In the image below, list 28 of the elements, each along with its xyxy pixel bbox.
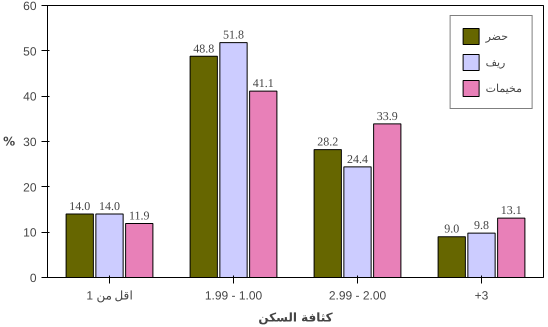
data-label: 51.8 xyxy=(223,28,244,42)
legend-label: حضر xyxy=(486,30,508,42)
y-tick-label: 40 xyxy=(23,90,37,104)
data-label: 33.9 xyxy=(376,108,398,123)
x-tick-label: 2.99 - 2.00 xyxy=(328,288,387,302)
x-tick-label: اقل من 1 xyxy=(86,288,133,302)
data-label: 13.1 xyxy=(500,203,522,218)
data-label: 28.2 xyxy=(317,134,338,149)
y-tick-label: 60 xyxy=(23,0,37,13)
y-tick-label: 0 xyxy=(30,271,37,285)
data-label: 9.8 xyxy=(474,218,489,232)
y-axis-title: % xyxy=(3,134,16,148)
data-label: 14.0 xyxy=(99,199,120,214)
x-tick-label: 1.99 - 1.00 xyxy=(204,288,263,302)
legend-label: مخيمات xyxy=(486,82,522,94)
data-label: 11.9 xyxy=(128,208,150,223)
x-tick-label: +3 xyxy=(474,288,489,302)
y-tick-label: 50 xyxy=(23,44,37,58)
y-tick-label: 20 xyxy=(23,180,37,194)
data-label: 48.8 xyxy=(193,41,214,56)
data-label: 24.4 xyxy=(347,152,368,166)
y-tick-label: 30 xyxy=(23,135,37,149)
data-label: 14.0 xyxy=(69,199,90,214)
data-label: 9.0 xyxy=(444,222,460,236)
x-axis-title: كثافة السكن xyxy=(258,310,333,324)
y-tick-label: 10 xyxy=(23,226,37,240)
data-label: 41.1 xyxy=(252,76,274,90)
legend-label: ريف xyxy=(486,56,506,68)
